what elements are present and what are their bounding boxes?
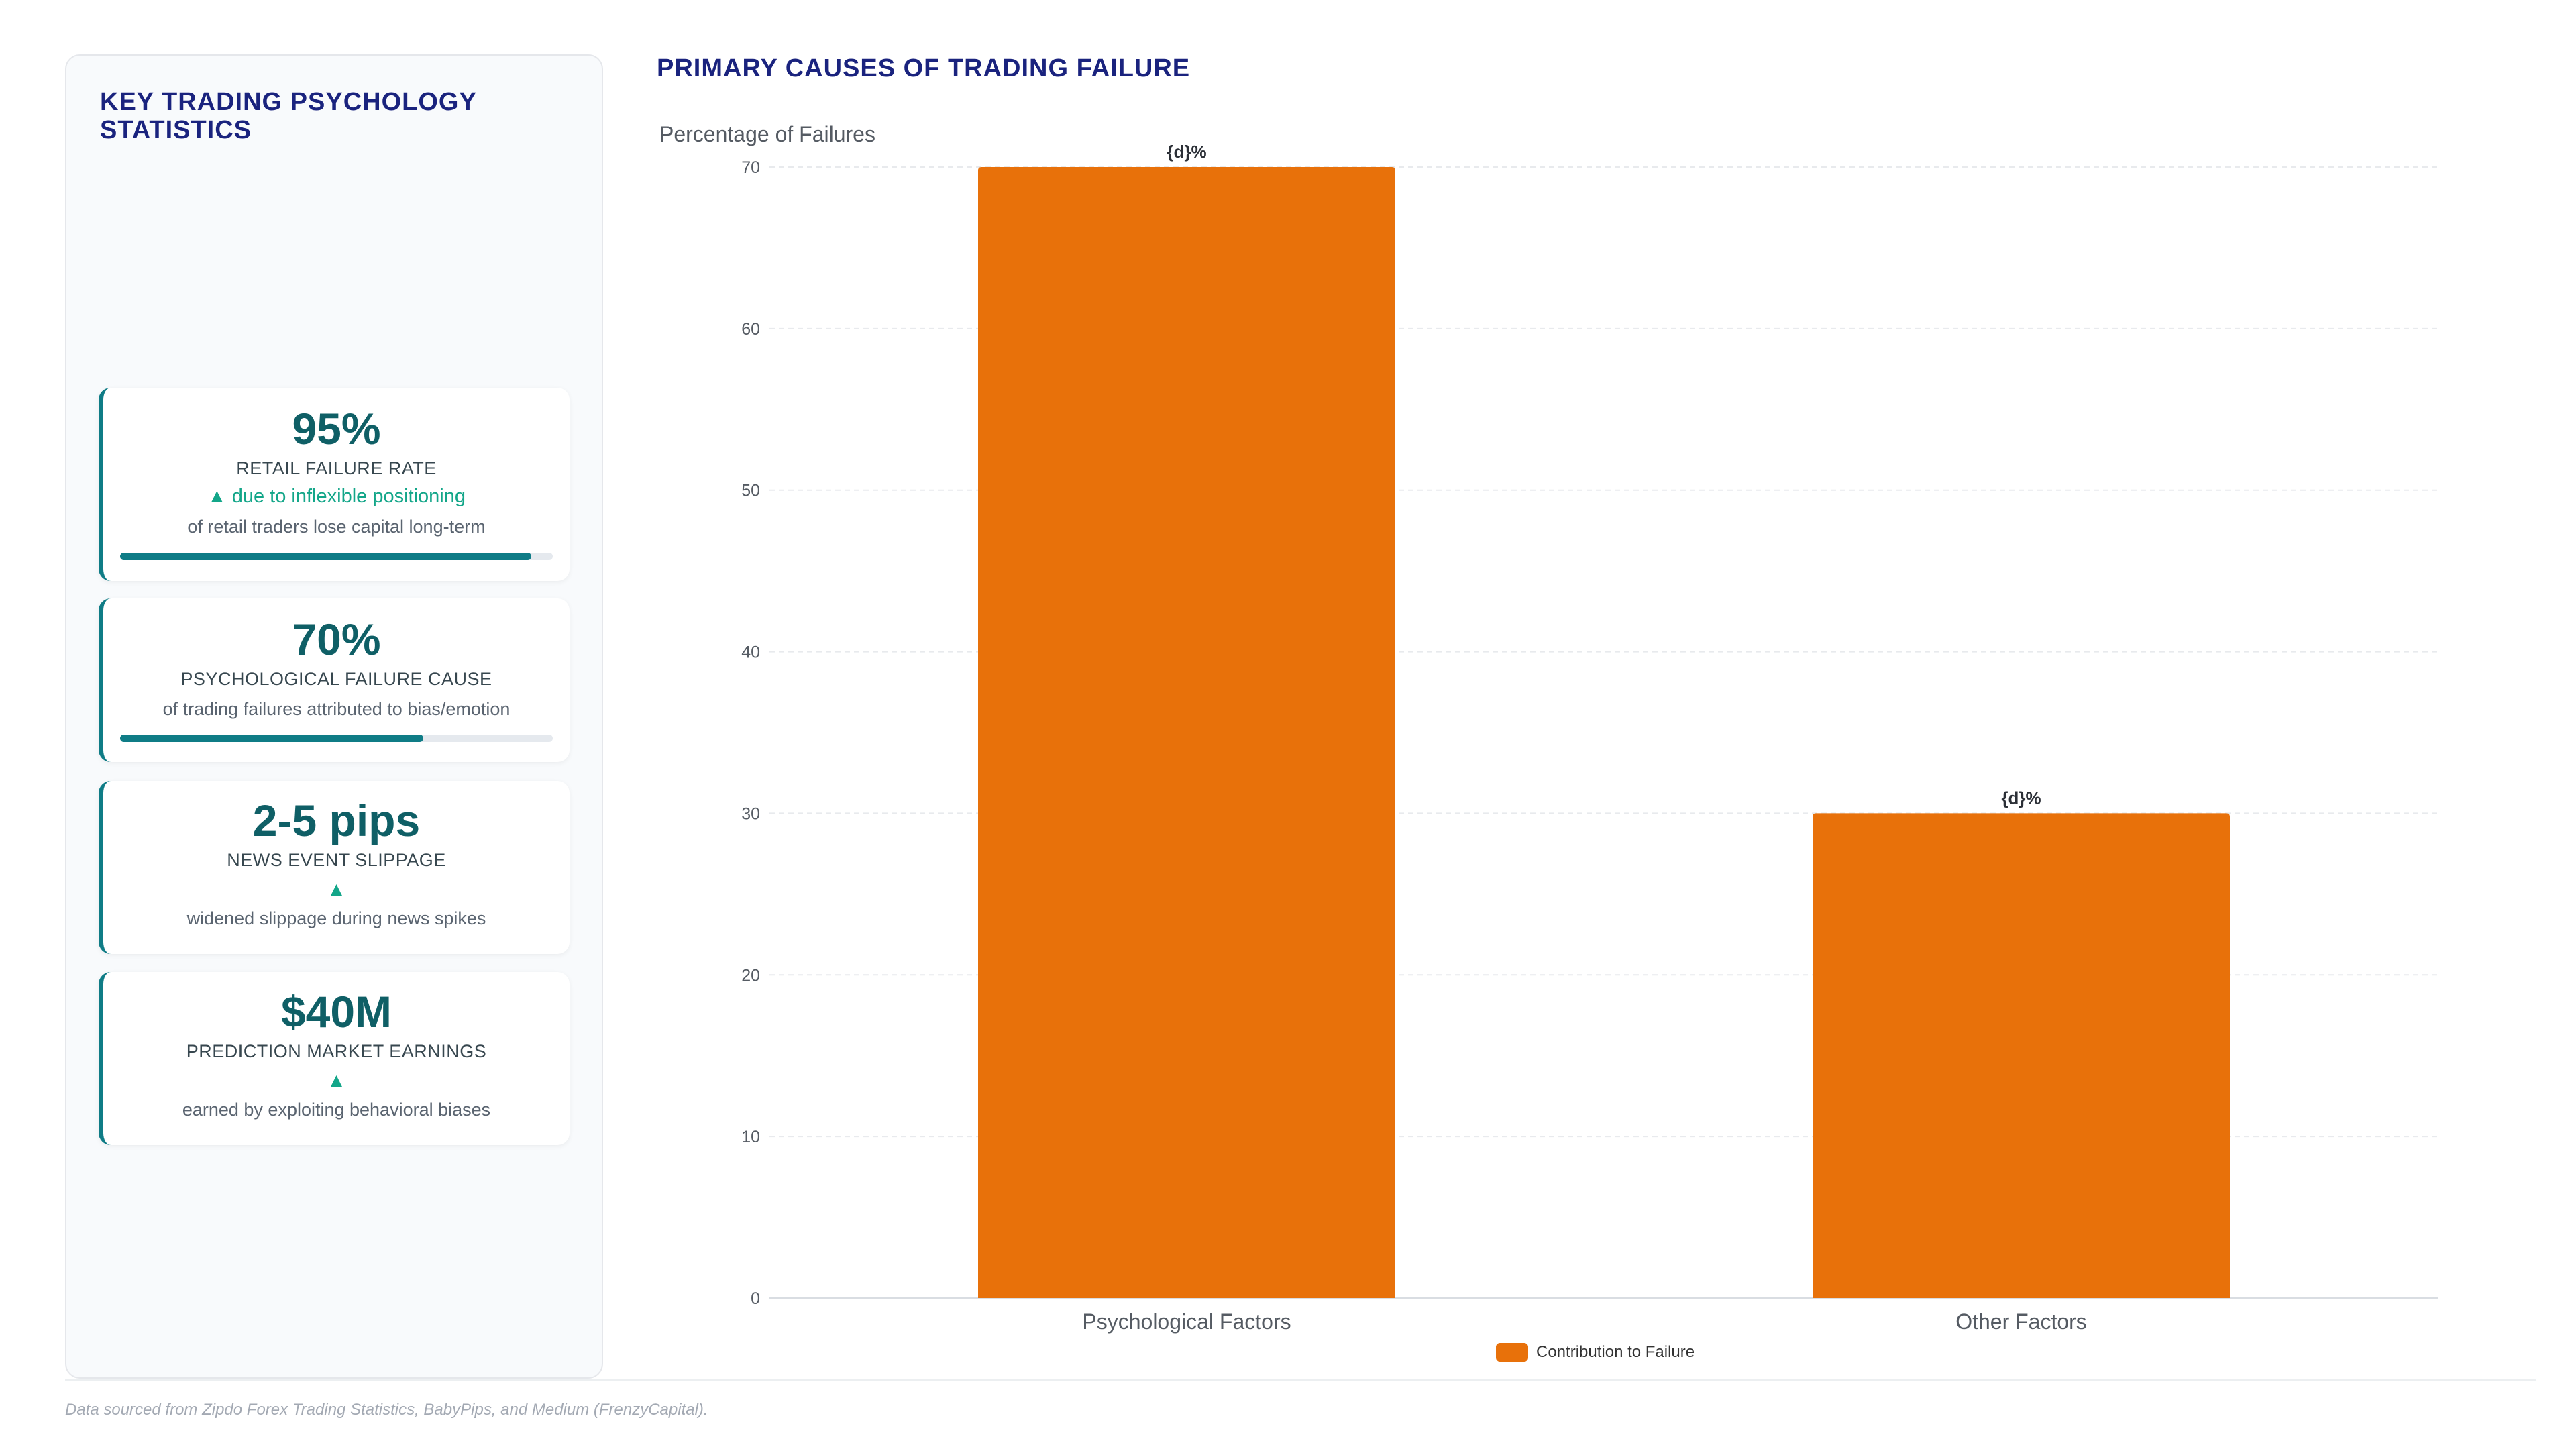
chart-legend[interactable]: Contribution to Failure [1496, 1343, 1695, 1362]
stat-card-prediction-earnings: $40M PREDICTION MARKET EARNINGS ▲ earned… [99, 972, 570, 1145]
sidebar-title: KEY TRADING PSYCHOLOGY STATISTICS [100, 88, 477, 144]
x-tick-label: Other Factors [1955, 1309, 2087, 1334]
stat-progress-fill [120, 735, 423, 742]
data-label: {d}% [2001, 788, 2041, 808]
x-tick-label: Psychological Factors [1082, 1309, 1291, 1334]
stat-value: 95% [292, 404, 381, 453]
bar [978, 167, 1395, 1298]
stat-description: widened slippage during news spikes [186, 908, 486, 928]
y-tick-label: 70 [741, 158, 760, 177]
y-tick-label: 30 [741, 804, 760, 823]
y-tick-label: 0 [751, 1289, 760, 1308]
stat-progress-fill [120, 553, 531, 560]
stat-progress-bar [120, 735, 553, 742]
stat-value: $40M [280, 987, 392, 1036]
legend-swatch [1496, 1343, 1528, 1362]
stat-description: of trading failures attributed to bias/e… [162, 699, 511, 719]
stat-progress-bar [120, 553, 553, 560]
stat-trend: ▲ [327, 1070, 346, 1091]
stat-description: of retail traders lose capital long-term [187, 517, 486, 537]
y-tick-label: 10 [741, 1128, 760, 1146]
stat-label: PSYCHOLOGICAL FAILURE CAUSE [180, 669, 492, 689]
chart-title: PRIMARY CAUSES OF TRADING FAILURE [657, 54, 1191, 83]
y-axis-title: Percentage of Failures [659, 122, 875, 146]
stat-card-psychological-cause: 70% PSYCHOLOGICAL FAILURE CAUSE of tradi… [99, 598, 570, 762]
stats-sidebar: KEY TRADING PSYCHOLOGY STATISTICS 95% RE… [65, 54, 603, 1379]
stat-value: 70% [292, 614, 381, 664]
stat-label: RETAIL FAILURE RATE [236, 458, 437, 478]
stat-card-news-slippage: 2-5 pips NEWS EVENT SLIPPAGE ▲ widened s… [99, 781, 570, 954]
stat-description: earned by exploiting behavioral biases [182, 1099, 491, 1120]
y-tick-label: 40 [741, 643, 760, 662]
stat-label: NEWS EVENT SLIPPAGE [227, 850, 446, 870]
stat-trend: ▲ [327, 879, 346, 900]
source-note: Data sourced from Zipdo Forex Trading St… [65, 1401, 708, 1419]
stat-value: 2-5 pips [252, 796, 421, 845]
y-tick-label: 60 [741, 320, 760, 339]
y-tick-label: 50 [741, 482, 760, 500]
footer-divider [65, 1379, 2536, 1381]
stat-trend: ▲ due to inflexible positioning [207, 486, 466, 507]
legend-label: Contribution to Failure [1536, 1343, 1695, 1361]
stat-label: PREDICTION MARKET EARNINGS [186, 1041, 487, 1061]
y-tick-label: 20 [741, 966, 760, 985]
data-label: {d}% [1167, 142, 1206, 162]
bar [1813, 813, 2230, 1298]
stat-card-retail-failure: 95% RETAIL FAILURE RATE ▲ due to inflexi… [99, 388, 570, 581]
